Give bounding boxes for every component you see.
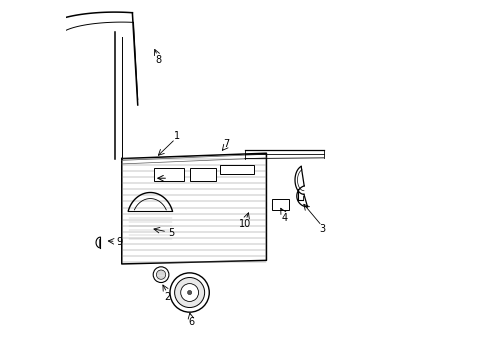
Circle shape bbox=[174, 278, 205, 307]
Text: 10: 10 bbox=[239, 219, 251, 229]
Text: 6: 6 bbox=[188, 317, 194, 327]
Circle shape bbox=[153, 267, 169, 283]
Text: 7: 7 bbox=[223, 139, 229, 149]
Bar bbox=[154, 168, 184, 181]
Bar bbox=[190, 168, 217, 181]
Text: 9: 9 bbox=[116, 237, 122, 247]
Text: 5: 5 bbox=[169, 228, 175, 238]
Circle shape bbox=[170, 273, 209, 312]
Bar bbox=[220, 165, 254, 174]
Text: 4: 4 bbox=[281, 212, 287, 222]
Circle shape bbox=[188, 291, 192, 295]
Circle shape bbox=[156, 270, 166, 279]
Circle shape bbox=[181, 284, 198, 301]
Bar bbox=[272, 199, 289, 210]
Text: 1: 1 bbox=[174, 131, 180, 141]
Text: 2: 2 bbox=[165, 292, 171, 302]
Text: 3: 3 bbox=[320, 224, 326, 234]
Text: 8: 8 bbox=[155, 55, 162, 65]
